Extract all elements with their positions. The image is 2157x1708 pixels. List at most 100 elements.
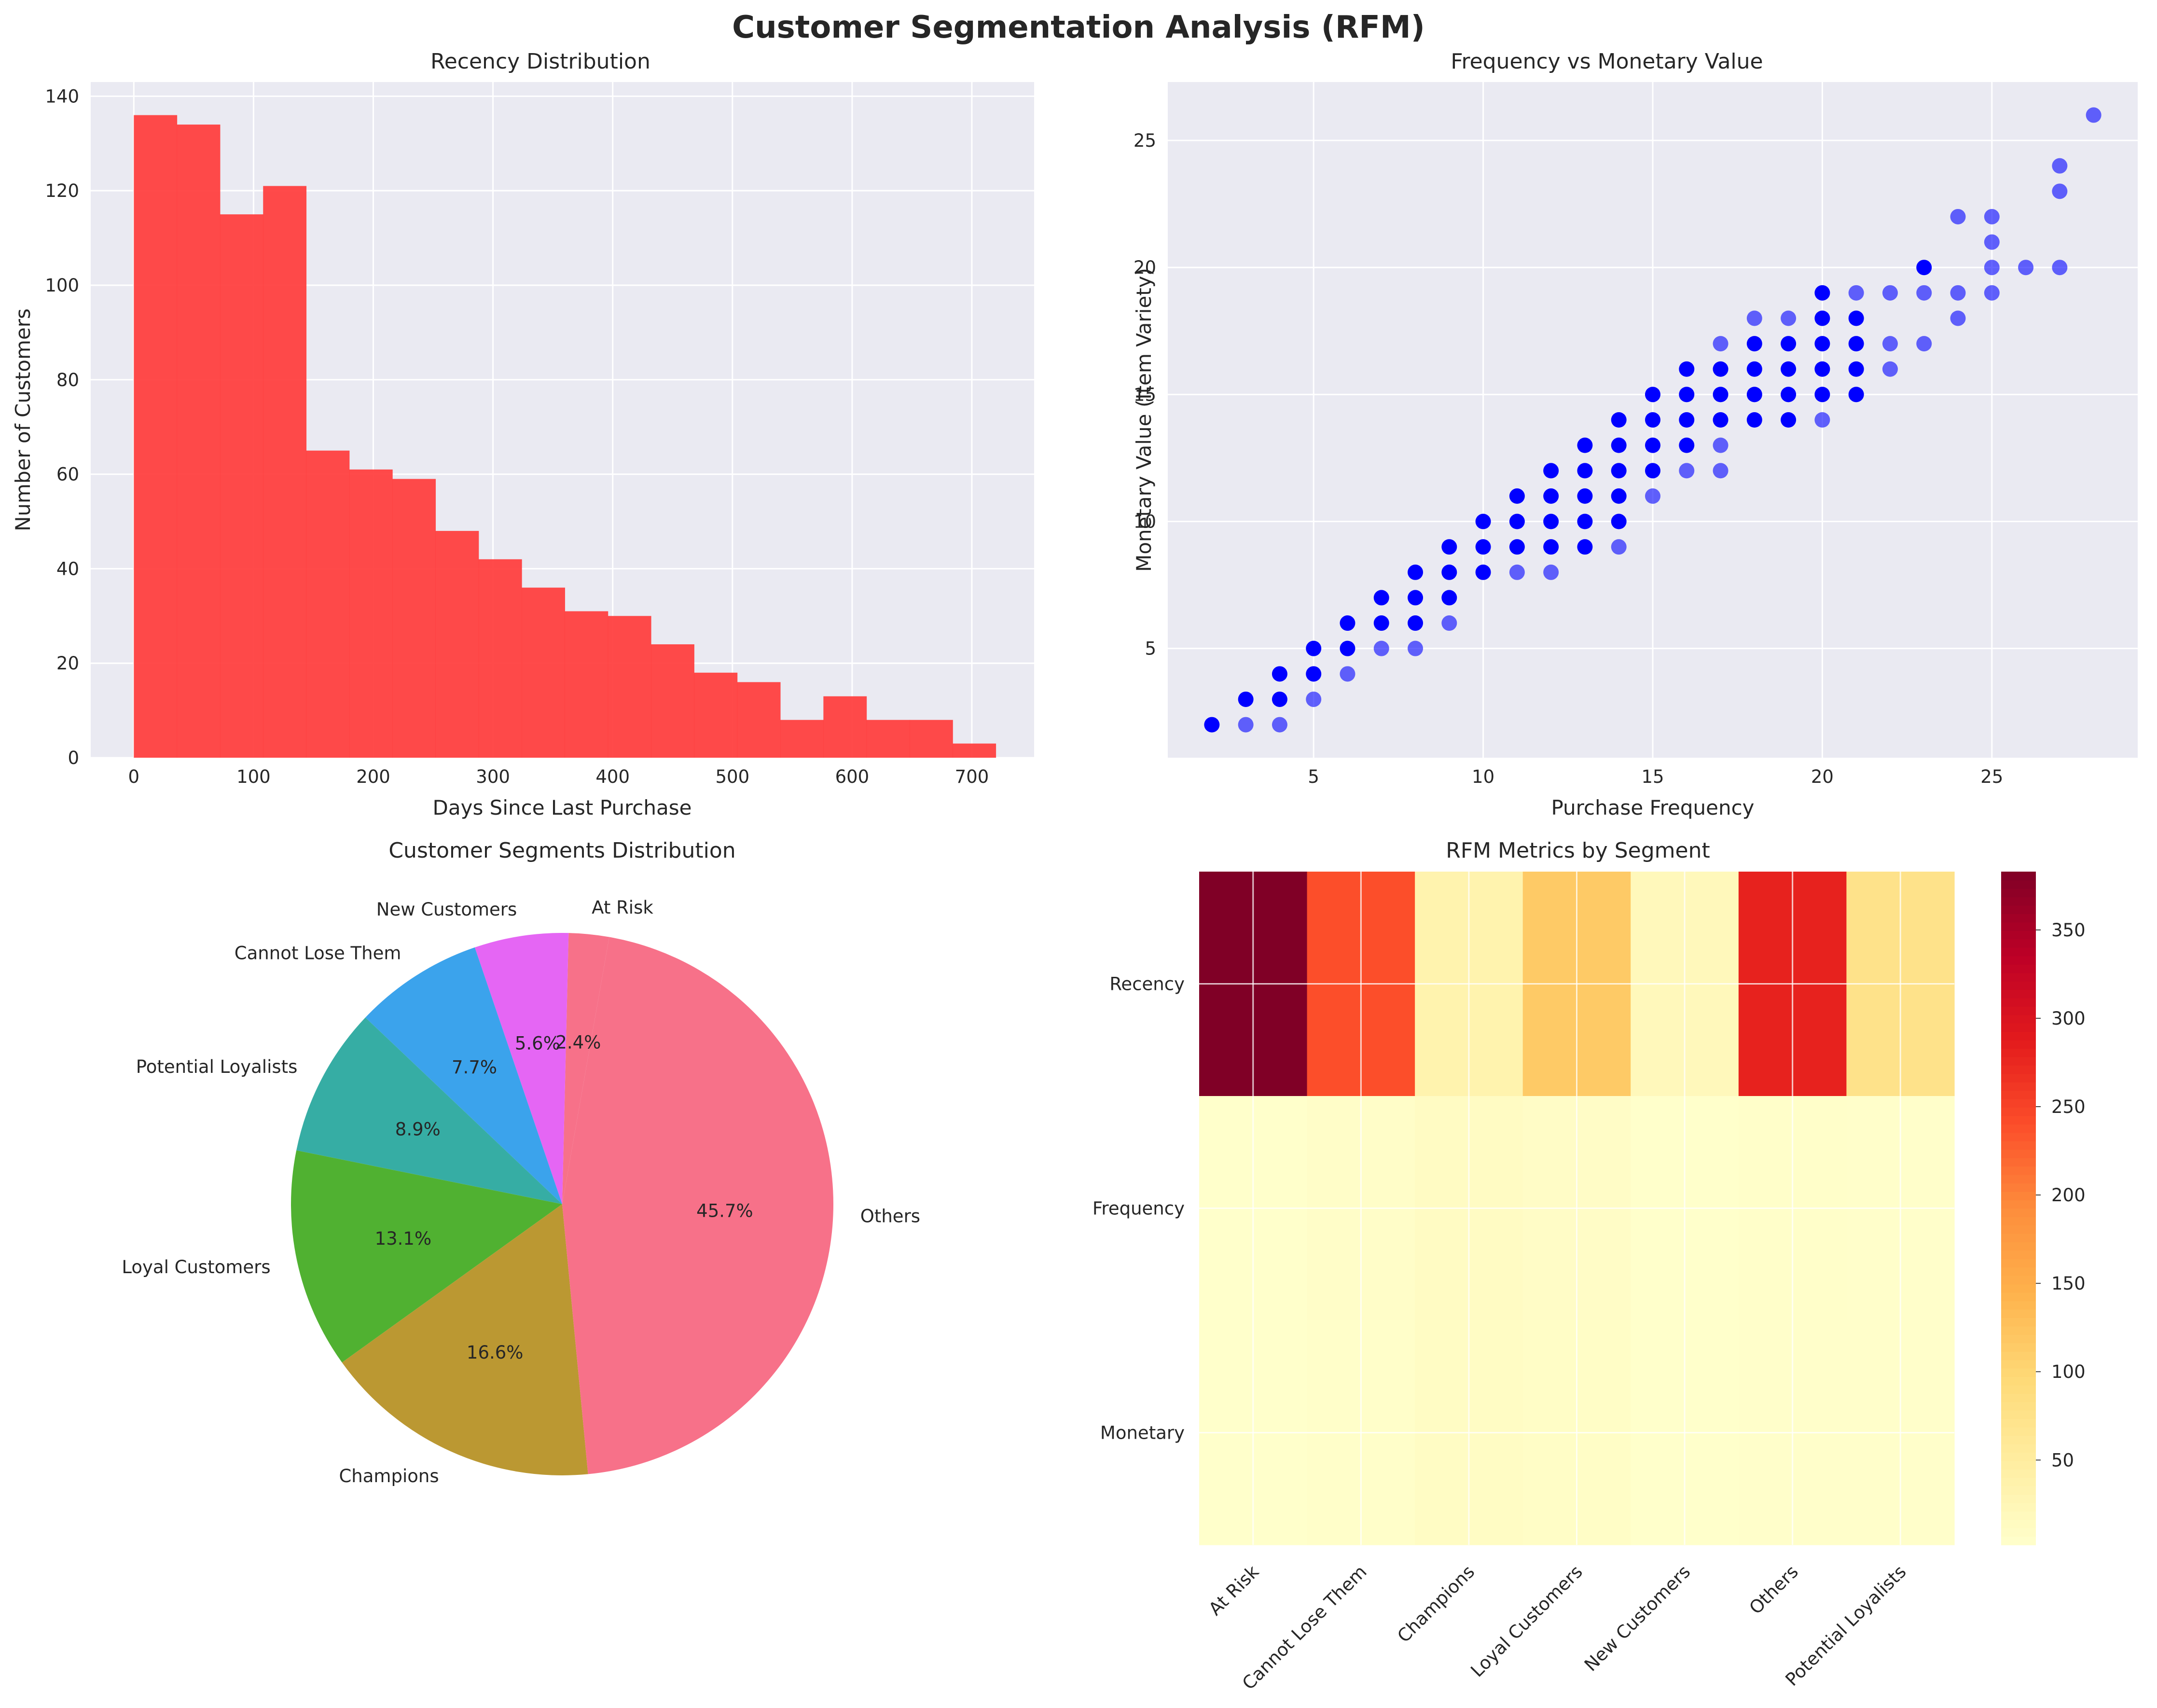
scatter-point xyxy=(1950,208,1966,224)
colorbar-segment xyxy=(2001,1174,2036,1183)
colorbar-tick-label: 300 xyxy=(2051,1008,2086,1029)
heatmap-row-label: Frequency xyxy=(1092,1198,1185,1219)
scatter-point xyxy=(1848,310,1864,326)
scatter-point xyxy=(1611,514,1627,529)
y-tick-label: 0 xyxy=(68,748,79,768)
colorbar-segment xyxy=(2001,1200,2036,1209)
pie-slice xyxy=(342,1204,588,1475)
pie-title: Customer Segments Distribution xyxy=(388,838,735,863)
colorbar-segment xyxy=(2001,1014,2036,1024)
colorbar-segment xyxy=(2001,1073,2036,1083)
pie-percent-label: 8.9% xyxy=(395,1119,441,1140)
colorbar-segment xyxy=(2001,1242,2036,1251)
colorbar-segment xyxy=(2001,1360,2036,1369)
heatmap-column-label: Champions xyxy=(1393,1561,1479,1647)
colorbar-segment xyxy=(2001,1040,2036,1049)
histogram-bar xyxy=(780,720,824,758)
scatter-point xyxy=(1746,412,1762,428)
colorbar-segment xyxy=(2001,947,2036,957)
histogram-bars xyxy=(134,115,996,758)
colorbar-segment xyxy=(2001,1149,2036,1158)
scatter-point xyxy=(1543,539,1559,555)
colorbar-segment xyxy=(2001,1393,2036,1403)
pie-slice-label: Champions xyxy=(339,1466,439,1486)
scatter-point xyxy=(1916,260,1932,276)
colorbar-segment xyxy=(2001,998,2036,1007)
y-tick-label: 140 xyxy=(45,86,79,107)
scatter-point xyxy=(1408,640,1424,656)
scatter-point xyxy=(1340,640,1355,656)
colorbar-segment xyxy=(2001,1157,2036,1167)
colorbar-segment xyxy=(2001,1090,2036,1099)
scatter-y-ticks: 5 10 15 20 25 xyxy=(1134,130,1156,659)
scatter-point xyxy=(1713,361,1728,377)
x-tick-label: 0 xyxy=(128,766,140,787)
colorbar-segment xyxy=(2001,1276,2036,1285)
y-tick-label: 5 xyxy=(1145,639,1156,659)
x-tick-label: 400 xyxy=(595,766,630,787)
scatter-point xyxy=(1814,310,1830,326)
scatter-point xyxy=(1611,539,1627,555)
scatter-point xyxy=(1916,336,1932,352)
heatmap-row-labels: Recency Frequency Monetary xyxy=(1092,974,1185,1444)
histogram-bar xyxy=(953,743,996,758)
histogram-bar xyxy=(737,682,781,758)
scatter-x-label: Purchase Frequency xyxy=(1551,796,1754,819)
pie-percent-label: 7.7% xyxy=(452,1057,497,1078)
histogram-bar xyxy=(823,696,867,758)
scatter-point xyxy=(1509,564,1525,580)
colorbar-segment xyxy=(2001,914,2036,923)
heatmap-column-label: Potential Loyalists xyxy=(1782,1561,1910,1690)
histogram-title: Recency Distribution xyxy=(430,49,650,74)
colorbar-segment xyxy=(2001,1250,2036,1259)
scatter-point xyxy=(1679,361,1695,377)
pie-slice-label: At Risk xyxy=(592,897,653,918)
colorbar-segment xyxy=(2001,1065,2036,1074)
scatter-point xyxy=(1848,387,1864,403)
colorbar-segment xyxy=(2001,1368,2036,1377)
histogram-bar xyxy=(263,186,307,758)
scatter-point xyxy=(1713,336,1728,352)
pie-slice xyxy=(474,933,569,1204)
colorbar-segment xyxy=(2001,964,2036,973)
histogram-bar xyxy=(866,720,910,758)
histogram-bar xyxy=(909,720,953,758)
colorbar-segment xyxy=(2001,981,2036,990)
colorbar-segment xyxy=(2001,1284,2036,1293)
y-tick-label: 80 xyxy=(56,370,79,390)
colorbar-segment xyxy=(2001,1309,2036,1318)
colorbar-segment xyxy=(2001,1107,2036,1116)
colorbar-segment xyxy=(2001,1511,2036,1520)
x-tick-label: 300 xyxy=(476,766,510,787)
colorbar-segment xyxy=(2001,1435,2036,1444)
x-tick-label: 100 xyxy=(236,766,271,787)
scatter-point xyxy=(1882,361,1898,377)
pie-percent-label: 2.4% xyxy=(555,1032,601,1053)
scatter-point xyxy=(1238,691,1254,707)
histogram-bar xyxy=(608,616,651,758)
scatter-point xyxy=(1509,514,1525,529)
colorbar-segment xyxy=(2001,1225,2036,1234)
pie-slice xyxy=(296,1017,562,1204)
histogram-bar xyxy=(306,450,350,758)
colorbar-tick-label: 100 xyxy=(2051,1361,2086,1382)
pie-labels: At Risk 2.4% New Customers 5.6% Cannot Lose … xyxy=(122,897,920,1486)
scatter-point xyxy=(1611,412,1627,428)
colorbar xyxy=(2001,872,2036,1545)
histogram-bar xyxy=(220,214,263,758)
colorbar-segment xyxy=(2001,1098,2036,1108)
scatter-point xyxy=(1984,208,2000,224)
pie-slice-label: Loyal Customers xyxy=(122,1257,270,1278)
colorbar-segment xyxy=(2001,1477,2036,1486)
scatter-point xyxy=(1645,488,1660,504)
colorbar-segment xyxy=(2001,922,2036,931)
colorbar-segment xyxy=(2001,1031,2036,1041)
colorbar-tick-label: 350 xyxy=(2051,920,2086,941)
x-tick-label: 600 xyxy=(835,766,870,787)
scatter-point xyxy=(1543,514,1559,529)
scatter-point xyxy=(1814,285,1830,301)
scatter-point xyxy=(1713,387,1728,403)
heatmap-row-label: Monetary xyxy=(1100,1423,1185,1444)
scatter-point xyxy=(1373,640,1389,656)
colorbar-segment xyxy=(2001,1502,2036,1512)
